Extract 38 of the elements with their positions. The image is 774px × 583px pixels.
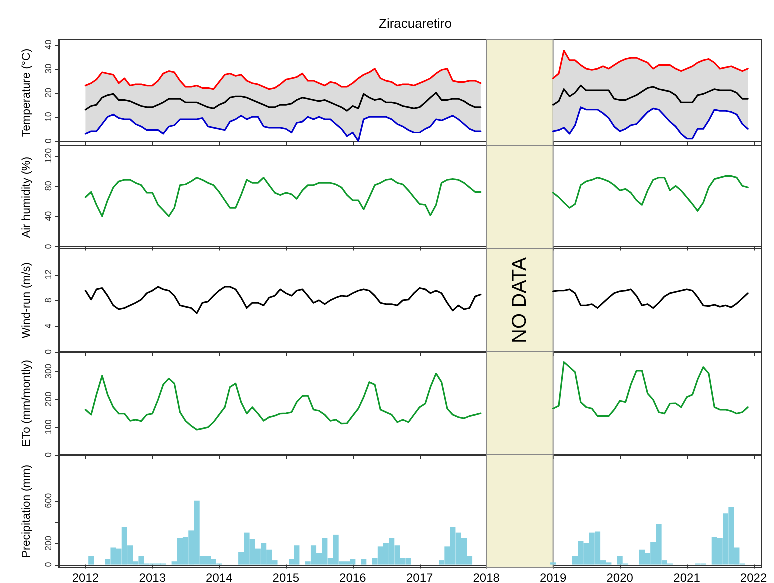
y-tick-label: 12 (44, 270, 54, 280)
x-tick-label: 2014 (206, 571, 234, 583)
x-tick-label: 2012 (72, 571, 100, 583)
x-tick-label: 2020 (606, 571, 634, 583)
y-tick-label: 0 (44, 349, 54, 355)
y-tick-label: 80 (44, 181, 54, 192)
y-tick-label: 40 (44, 40, 54, 50)
y-tick-label: 0 (44, 138, 54, 144)
x-tick-label: 2019 (540, 571, 567, 583)
y-tick-label: 40 (44, 211, 54, 222)
x-tick-label: 2017 (406, 571, 434, 583)
chart-title: Ziracuaretiro (379, 16, 452, 31)
y-tick-label: 8 (44, 298, 54, 304)
y-tick-label: 200 (44, 392, 54, 407)
y-tick-label: 200 (44, 536, 54, 551)
y-tick-label: 20 (44, 88, 54, 98)
y-tick-label: 0 (44, 244, 54, 250)
y-tick-label: 0 (44, 562, 54, 568)
y-tick-label: 600 (44, 493, 54, 508)
x-tick-label: 2022 (740, 571, 768, 583)
band-label: NO DATA (508, 256, 531, 344)
y-tick-label: 30 (44, 64, 54, 74)
y-axis-title: Precipitation (mm) (21, 464, 33, 558)
y-tick-label: 4 (44, 324, 54, 329)
x-tick-label: 2013 (139, 571, 166, 583)
x-tick-label: 2016 (340, 571, 367, 583)
x-tick-label: 2015 (272, 571, 300, 583)
y-tick-label: 120 (44, 148, 54, 164)
y-tick-label: 300 (44, 364, 54, 379)
y-tick-label: 10 (44, 112, 54, 122)
y-tick-label: 100 (44, 420, 54, 435)
y-tick-label: 0 (44, 452, 54, 458)
y-axis-title: Temperature (°C) (21, 48, 33, 138)
y-axis-title: Air humidity (%) (21, 156, 33, 238)
x-tick-label: 2021 (674, 571, 701, 583)
y-axis-title: Wind-run (m/s) (21, 262, 33, 339)
y-axis-title: ETo (mm/montly) (21, 360, 33, 447)
x-tick-label: 2018 (473, 571, 500, 583)
